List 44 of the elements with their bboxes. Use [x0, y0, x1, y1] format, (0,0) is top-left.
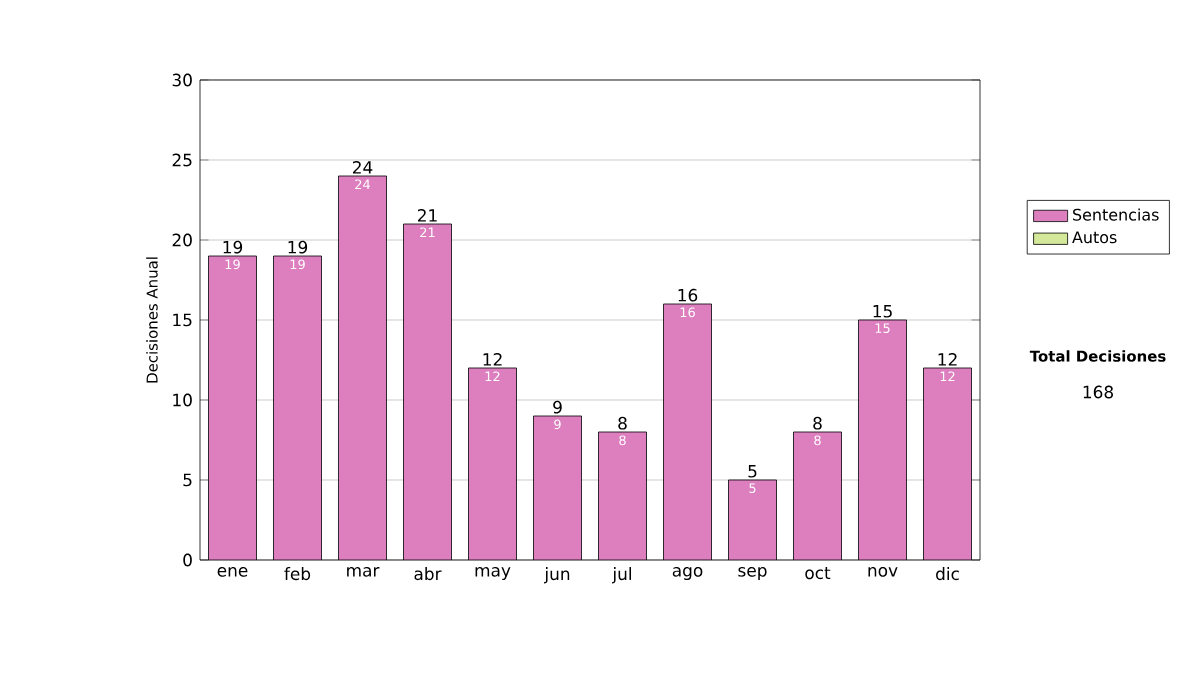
text: 168	[1083, 385, 1114, 399]
bar	[598, 432, 647, 560]
bar	[208, 256, 257, 560]
x-tick-label: ene	[217, 567, 248, 577]
y-tick-label: 15	[173, 313, 192, 327]
x-tick-label: jun	[544, 567, 570, 584]
x-tick-label: oct	[805, 567, 831, 580]
bar	[858, 320, 907, 560]
y-tick-label: 30	[172, 73, 192, 87]
bar	[533, 416, 582, 560]
total-label: 19	[223, 240, 243, 254]
bar	[663, 304, 712, 560]
x-tick-label: may	[475, 567, 511, 581]
total-label: 16	[678, 288, 698, 302]
total-label: 12	[483, 353, 502, 366]
x-tick-label: feb	[284, 567, 311, 581]
bar	[923, 367, 972, 560]
total-label: 12	[938, 353, 957, 366]
x-tick-label: ago	[672, 567, 703, 581]
bar	[403, 224, 452, 560]
total-label: 19	[288, 240, 308, 254]
y-tick-label: 20	[172, 233, 192, 247]
total-label: 24	[352, 161, 373, 174]
bar	[273, 256, 322, 560]
x-tick-label: abr	[414, 567, 442, 581]
total-label: 21	[417, 209, 437, 222]
total-label: 8	[618, 416, 627, 430]
x-tick-label: mar	[347, 567, 380, 577]
bar	[338, 175, 387, 560]
x-tick-label: jul	[612, 567, 632, 584]
total-label: 5	[748, 465, 757, 478]
y-tick-label: 25	[172, 153, 192, 167]
y-tick-label: 5	[183, 473, 192, 487]
bar	[728, 480, 777, 560]
bar	[793, 432, 842, 560]
x-tick-label: sep	[738, 567, 767, 581]
total-label: 8	[813, 416, 822, 430]
total-label: 15	[873, 305, 892, 318]
total-label: 9	[553, 400, 562, 414]
bar	[468, 368, 517, 560]
y-tick-label: 0	[183, 553, 192, 567]
x-tick-label: nov	[868, 567, 898, 577]
y-tick-label: 10	[173, 393, 192, 407]
x-tick-label: dic	[936, 567, 959, 581]
